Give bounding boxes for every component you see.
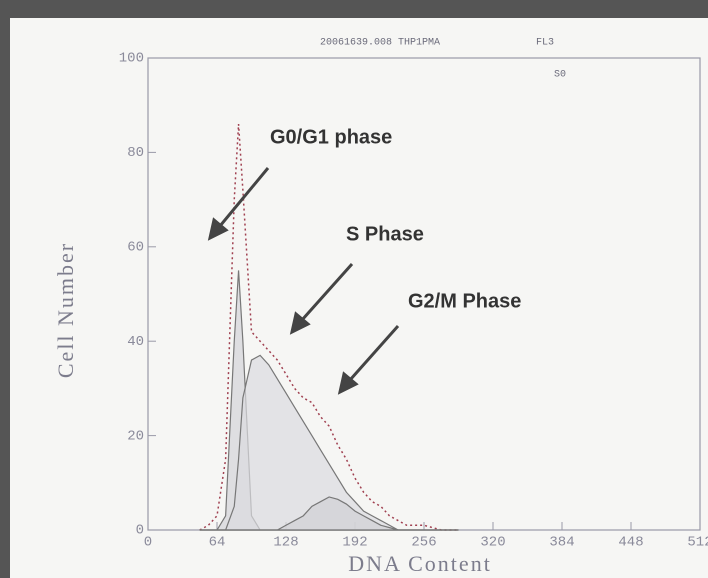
- annotation: G2/M Phase: [408, 290, 521, 312]
- y-tick-label: 0: [136, 523, 144, 539]
- x-tick-label: 256: [411, 535, 436, 551]
- arrow: [218, 167, 270, 227]
- area: [199, 496, 459, 531]
- header: 20061639.008 THP1PMA: [320, 38, 440, 49]
- x-tick-label: 64: [209, 535, 226, 551]
- paper: [10, 18, 708, 578]
- arrows: [207, 167, 400, 395]
- channel: FL3: [536, 38, 554, 49]
- x-tick-label: 512: [687, 535, 708, 551]
- arrow-head: [207, 217, 229, 241]
- x-tick-label: 0: [144, 535, 152, 551]
- arrow-head: [289, 311, 311, 335]
- y-axis-title: Cell Number: [53, 242, 78, 378]
- x-axis-title: DNA Content: [348, 551, 492, 576]
- y-tick-label: 40: [127, 334, 144, 350]
- y-tick-label: 80: [127, 145, 144, 161]
- arrow: [300, 263, 354, 321]
- arrow-head: [337, 371, 359, 395]
- x-tick-label: 448: [618, 535, 643, 551]
- arrow: [348, 325, 400, 381]
- x-tick-label: 384: [549, 535, 574, 551]
- x-tick-label: 128: [273, 535, 298, 551]
- annotation: S Phase: [346, 223, 424, 245]
- line: [199, 124, 459, 531]
- y-tick-label: 60: [127, 240, 144, 256]
- y-tick-label: 20: [127, 428, 144, 444]
- annotation: G0/G1 phase: [270, 126, 392, 148]
- tag: S0: [554, 70, 566, 81]
- plot: 0 20 40 60 80 100 0 64 128 192 256 320 384 448 512: [119, 51, 708, 551]
- x-tick-label: 192: [342, 535, 367, 551]
- y-tick-label: 100: [119, 51, 144, 67]
- x-tick-label: 320: [480, 535, 505, 551]
